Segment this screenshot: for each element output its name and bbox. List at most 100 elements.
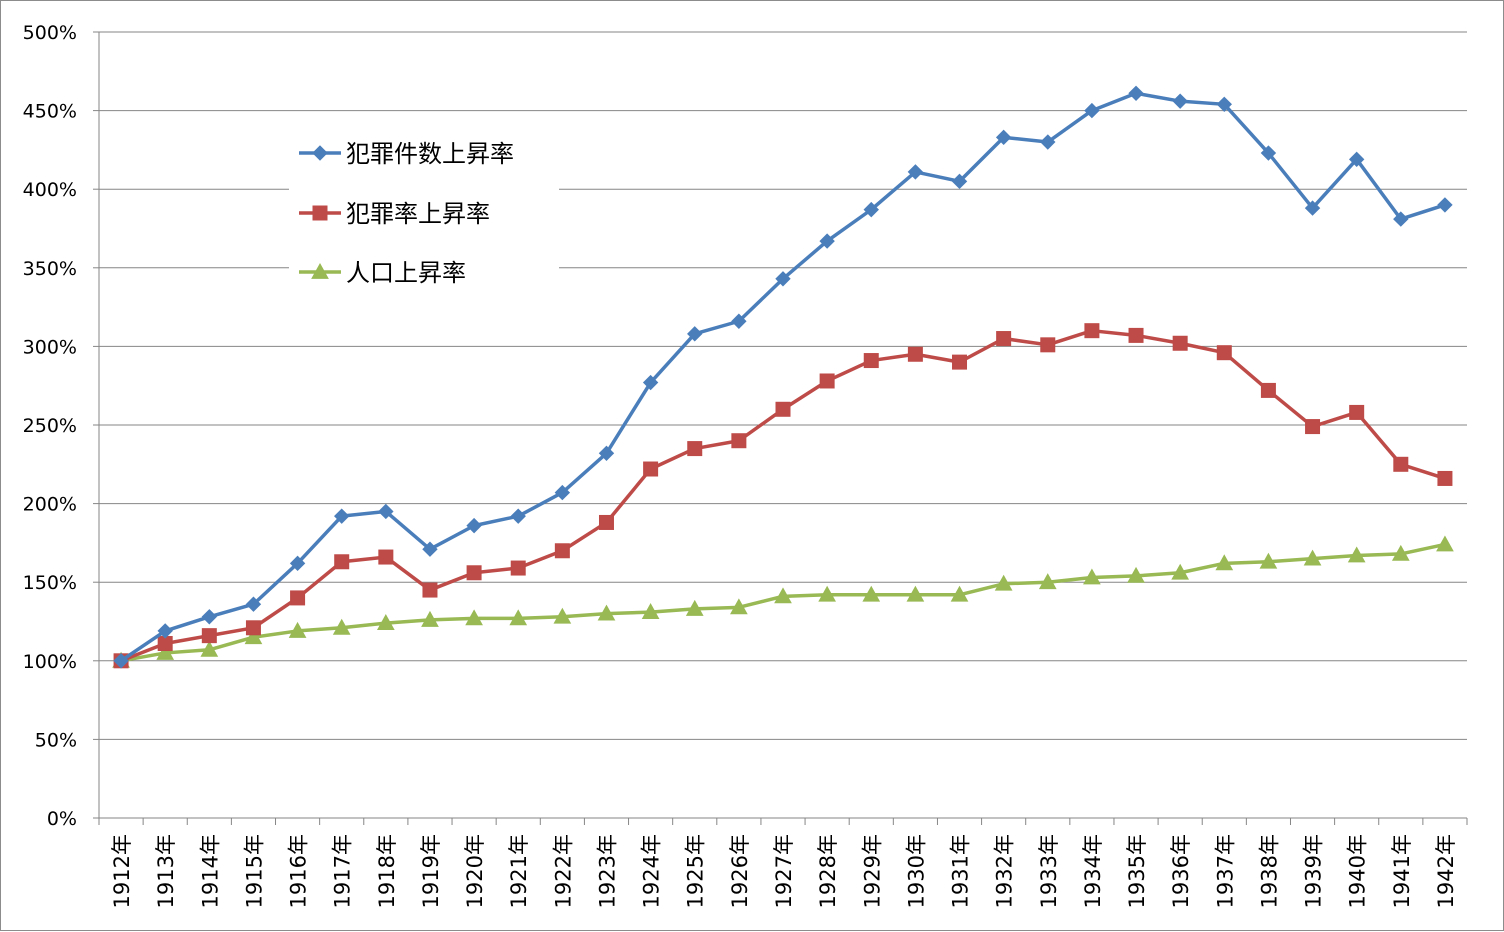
data-point: [200, 640, 219, 657]
y-tick-label: 50%: [35, 729, 77, 751]
x-tick-label: 1923年: [595, 834, 619, 908]
data-point: [245, 596, 262, 612]
data-point: [863, 201, 879, 218]
x-tick-label: 1916年: [287, 834, 311, 908]
series-lines: [112, 85, 1454, 669]
data-point: [1391, 544, 1410, 561]
data-point: [510, 560, 526, 576]
data-point: [509, 609, 528, 626]
y-axis-tick-labels: 0% 50% 100% 150% 200% 250% 300% 350% 400% 450% 500…: [23, 22, 77, 830]
data-point: [1215, 554, 1234, 571]
data-point: [995, 129, 1012, 146]
data-point: [1038, 573, 1057, 590]
data-point: [1084, 323, 1100, 339]
data-point: [156, 643, 175, 660]
x-tick-label: 1912年: [110, 834, 134, 908]
data-point: [201, 609, 218, 625]
data-point: [818, 585, 836, 602]
data-point: [1216, 345, 1232, 361]
x-tick-label: 1935年: [1125, 834, 1149, 908]
y-tick-label: 200%: [23, 494, 77, 516]
data-point: [1040, 337, 1056, 353]
data-point: [996, 331, 1012, 347]
axes: [93, 31, 1468, 825]
data-point: [775, 271, 791, 287]
data-point: [466, 517, 482, 534]
data-point: [553, 607, 572, 624]
data-point: [687, 326, 703, 342]
x-axis-tick-labels: 1912年 1913年 1914年 1915年 1916年 1917年 1918年 1919年…: [110, 834, 1458, 908]
data-point: [422, 541, 438, 557]
data-point: [466, 565, 482, 581]
x-tick-label: 1942年: [1434, 834, 1458, 908]
data-point: [1128, 85, 1144, 102]
data-point: [819, 373, 835, 389]
data-point: [598, 445, 615, 462]
data-point: [1437, 197, 1453, 213]
data-point: [1172, 335, 1188, 351]
data-point: [1128, 327, 1144, 343]
y-tick-label: 300%: [23, 336, 77, 358]
data-point: [1172, 93, 1188, 109]
legend-label: 人口上昇率: [346, 259, 466, 287]
series-diamond: [113, 85, 1453, 669]
data-point: [1436, 535, 1454, 552]
legend-marker: [312, 205, 328, 221]
y-tick-label: 150%: [23, 572, 77, 594]
x-tick-label: 1931年: [949, 834, 973, 908]
data-point: [332, 618, 351, 635]
x-tick-label: 1915年: [242, 834, 266, 908]
data-point: [685, 599, 704, 616]
y-tick-label: 400%: [23, 179, 77, 201]
data-point: [422, 582, 438, 598]
data-point: [951, 173, 968, 190]
y-tick-label: 250%: [23, 415, 77, 437]
data-point: [1040, 134, 1056, 150]
series-line: [120, 328, 1446, 663]
x-tick-label: 1927年: [772, 834, 796, 908]
x-tick-label: 1919年: [419, 834, 443, 908]
x-tick-label: 1929年: [860, 834, 884, 908]
series-square: [113, 323, 1453, 669]
y-tick-label: 100%: [23, 651, 77, 673]
data-point: [201, 628, 217, 644]
data-point: [641, 603, 660, 619]
x-tick-label: 1937年: [1213, 834, 1237, 908]
data-point: [288, 621, 307, 638]
data-point: [1305, 419, 1321, 435]
data-point: [465, 609, 483, 626]
x-tick-label: 1928年: [816, 834, 840, 908]
data-point: [950, 585, 969, 602]
data-point: [862, 585, 881, 602]
x-tick-label: 1925年: [684, 834, 708, 908]
y-tick-label: 500%: [23, 22, 77, 44]
x-tick-label: 1941年: [1390, 834, 1414, 908]
data-point: [1171, 563, 1190, 580]
data-point: [1393, 456, 1409, 472]
data-point: [598, 514, 614, 530]
data-point: [994, 574, 1013, 591]
y-tick-label: 450%: [23, 101, 77, 123]
data-point: [1259, 552, 1278, 569]
data-point: [376, 614, 395, 630]
data-point: [245, 620, 261, 636]
data-point: [643, 461, 659, 477]
legend-box: [289, 123, 559, 291]
data-point: [421, 610, 439, 627]
data-point: [1216, 96, 1232, 113]
legend-marker: [312, 145, 328, 161]
legend-marker: [311, 262, 329, 279]
data-point: [597, 604, 616, 621]
data-point: [687, 441, 703, 457]
data-point: [554, 484, 571, 501]
x-tick-label: 1938年: [1257, 834, 1281, 908]
data-point: [774, 587, 792, 604]
data-point: [1303, 549, 1322, 566]
data-point: [731, 433, 747, 449]
x-tick-label: 1917年: [331, 834, 355, 908]
data-point: [1348, 151, 1365, 168]
x-tick-label: 1926年: [728, 834, 752, 908]
data-point: [1437, 470, 1453, 486]
